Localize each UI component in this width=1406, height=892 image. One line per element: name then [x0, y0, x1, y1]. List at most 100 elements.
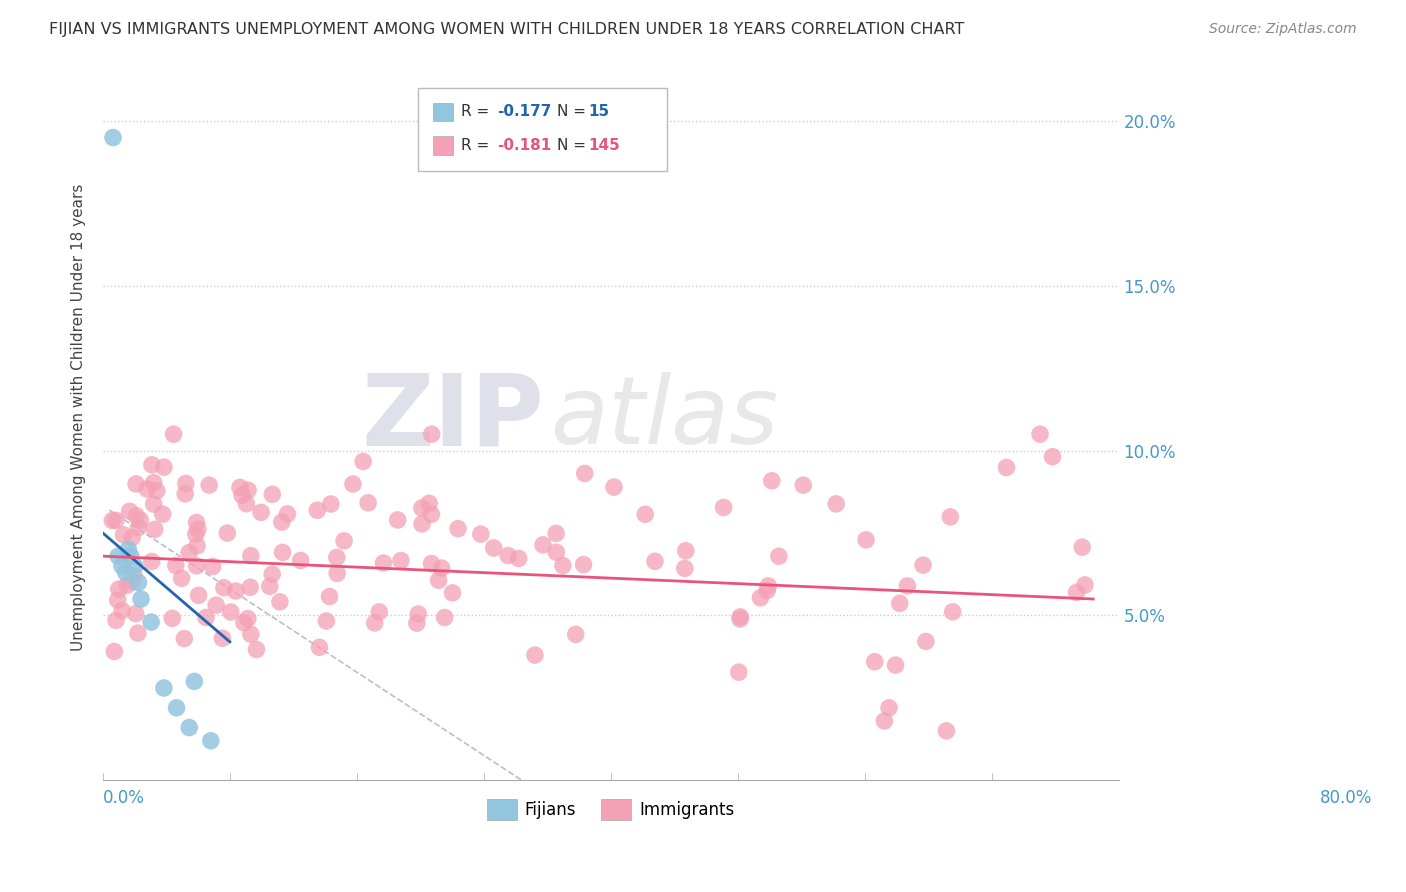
Point: [792, 478, 814, 492]
Point: [162, 427, 184, 442]
Y-axis label: Unemployment Among Women with Children Under 18 years: Unemployment Among Women with Children U…: [72, 184, 86, 651]
Point: [142, 497, 165, 511]
Point: [1074, 578, 1097, 592]
Point: [603, 480, 626, 494]
Point: [825, 497, 848, 511]
Point: [124, 559, 146, 574]
Point: [1066, 585, 1088, 599]
Point: [118, 504, 141, 518]
Text: atlas: atlas: [550, 372, 778, 463]
Point: [551, 558, 574, 573]
Point: [103, 644, 125, 658]
Point: [546, 526, 568, 541]
Point: [342, 477, 364, 491]
Point: [307, 503, 329, 517]
Point: [174, 476, 197, 491]
Point: [572, 558, 595, 572]
Point: [184, 527, 207, 541]
Point: [129, 513, 152, 527]
Point: [276, 507, 298, 521]
Point: [143, 523, 166, 537]
Point: [995, 460, 1018, 475]
Point: [166, 700, 188, 714]
Point: [101, 514, 124, 528]
Point: [127, 520, 149, 534]
Point: [142, 475, 165, 490]
Point: [125, 607, 148, 621]
Point: [405, 616, 427, 631]
Point: [271, 545, 294, 559]
Point: [125, 477, 148, 491]
Point: [352, 454, 374, 468]
Point: [129, 592, 152, 607]
Point: [212, 581, 235, 595]
Point: [186, 558, 208, 573]
Point: [756, 579, 779, 593]
Point: [564, 627, 586, 641]
Point: [673, 561, 696, 575]
Point: [200, 733, 222, 747]
Point: [387, 513, 409, 527]
Point: [318, 590, 340, 604]
Bar: [433, 136, 453, 155]
Point: [112, 528, 135, 542]
Point: [153, 681, 176, 695]
Legend: Fijians, Immigrants: Fijians, Immigrants: [479, 793, 741, 826]
Point: [420, 427, 443, 442]
Point: [939, 509, 962, 524]
Point: [153, 460, 176, 475]
Point: [756, 583, 779, 598]
Point: [270, 515, 292, 529]
Point: [239, 549, 262, 563]
Point: [262, 567, 284, 582]
Point: [634, 508, 657, 522]
Point: [420, 557, 443, 571]
Point: [427, 574, 450, 588]
Point: [205, 598, 228, 612]
Point: [121, 531, 143, 545]
Point: [259, 579, 281, 593]
Point: [730, 610, 752, 624]
Point: [420, 508, 443, 522]
Point: [942, 605, 965, 619]
Point: [470, 527, 492, 541]
Text: ZIP: ZIP: [361, 369, 544, 467]
Point: [373, 556, 395, 570]
Point: [326, 550, 349, 565]
Point: [174, 487, 197, 501]
Point: [531, 538, 554, 552]
Point: [177, 546, 200, 560]
Point: [912, 558, 935, 573]
Point: [173, 632, 195, 646]
Point: [219, 605, 242, 619]
Point: [217, 526, 239, 541]
Point: [104, 513, 127, 527]
Point: [368, 605, 391, 619]
Point: [262, 487, 284, 501]
Point: [201, 559, 224, 574]
Point: [115, 578, 138, 592]
Point: [308, 640, 330, 655]
Point: [761, 474, 783, 488]
Point: [120, 549, 142, 563]
Point: [713, 500, 735, 515]
Point: [111, 559, 134, 574]
Point: [357, 496, 380, 510]
Point: [728, 612, 751, 626]
Point: [239, 627, 262, 641]
Point: [165, 558, 187, 573]
Point: [141, 554, 163, 568]
Point: [152, 507, 174, 521]
Point: [333, 533, 356, 548]
Point: [121, 574, 143, 589]
Point: [250, 505, 273, 519]
Point: [728, 665, 751, 680]
Point: [117, 542, 139, 557]
Point: [1071, 540, 1094, 554]
Text: Source: ZipAtlas.com: Source: ZipAtlas.com: [1209, 22, 1357, 37]
Point: [269, 595, 291, 609]
Point: [430, 561, 453, 575]
FancyBboxPatch shape: [418, 87, 666, 171]
Point: [186, 516, 208, 530]
Point: [389, 553, 412, 567]
